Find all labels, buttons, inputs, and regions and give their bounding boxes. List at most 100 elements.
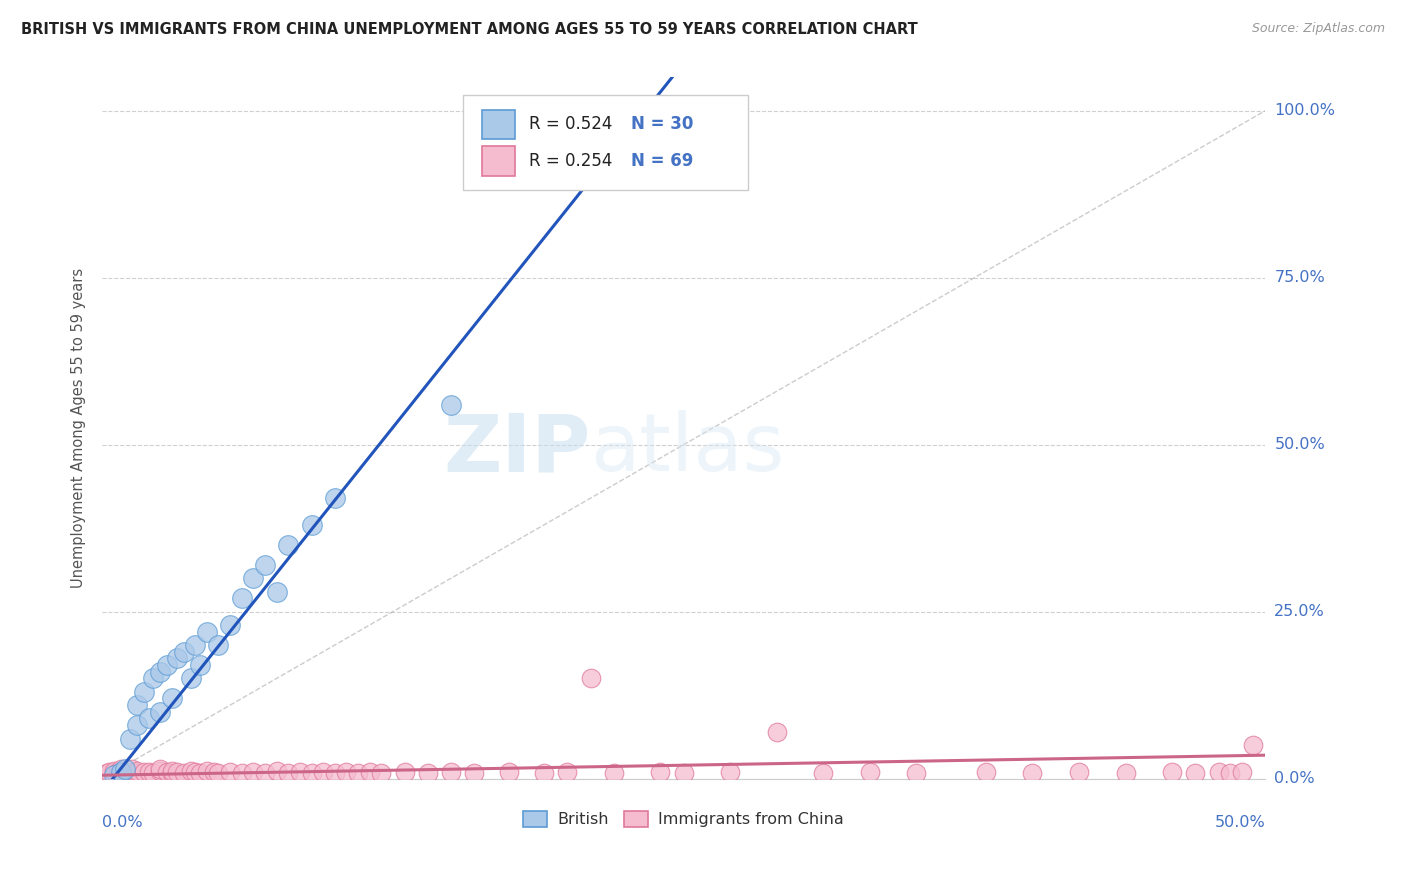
Text: N = 69: N = 69 (631, 152, 693, 169)
Point (440, 764, 463, 779)
Point (1208, 764, 1230, 779)
Point (1161, 764, 1184, 779)
Text: 0.0%: 0.0% (103, 815, 143, 830)
FancyBboxPatch shape (482, 146, 515, 176)
Point (498, 764, 520, 779)
Point (138, 711, 160, 725)
Point (394, 764, 416, 779)
Point (533, 766, 555, 780)
Point (1021, 766, 1043, 780)
Point (1241, 738, 1264, 752)
Point (195, 764, 218, 778)
Point (288, 764, 311, 779)
Point (110, 762, 132, 776)
Point (603, 766, 626, 780)
Text: 75.0%: 75.0% (1274, 270, 1324, 285)
Point (184, 638, 207, 652)
Point (765, 724, 787, 739)
Point (301, 517, 323, 532)
Point (1219, 766, 1241, 780)
Point (253, 766, 276, 780)
Text: N = 30: N = 30 (631, 115, 693, 134)
Point (718, 764, 741, 779)
Point (323, 491, 346, 505)
Point (132, 685, 155, 699)
Point (103, 768, 125, 782)
Text: 50.0%: 50.0% (1274, 437, 1324, 452)
Point (110, 764, 132, 779)
Text: atlas: atlas (591, 410, 785, 488)
Point (1067, 764, 1090, 779)
Text: R = 0.254: R = 0.254 (529, 152, 613, 169)
Point (180, 764, 202, 778)
Point (266, 764, 288, 778)
Point (974, 764, 997, 779)
Point (188, 658, 211, 673)
Text: ZIP: ZIP (443, 410, 591, 488)
Point (603, 124, 626, 138)
Text: 100.0%: 100.0% (1274, 103, 1336, 119)
Point (188, 766, 211, 780)
Point (219, 764, 242, 779)
Point (231, 591, 253, 606)
Point (242, 571, 264, 585)
Point (121, 762, 143, 776)
Point (173, 645, 195, 659)
Point (149, 762, 172, 776)
Point (301, 766, 323, 780)
Point (160, 764, 183, 778)
Text: Source: ZipAtlas.com: Source: ZipAtlas.com (1251, 22, 1385, 36)
Point (127, 698, 149, 712)
Point (114, 766, 136, 780)
Point (132, 764, 155, 779)
Point (277, 766, 299, 780)
Point (142, 672, 165, 686)
Point (98, 764, 121, 779)
Point (579, 672, 602, 686)
Point (142, 766, 165, 780)
Point (184, 764, 207, 779)
Point (207, 638, 229, 652)
Point (253, 558, 276, 572)
Point (266, 584, 288, 599)
Point (160, 766, 183, 780)
Point (156, 764, 179, 779)
Point (440, 398, 463, 412)
Point (180, 672, 202, 686)
Point (96, 766, 118, 780)
Point (103, 764, 125, 778)
Point (160, 691, 183, 706)
Point (91, 768, 114, 782)
Text: R = 0.524: R = 0.524 (529, 115, 613, 134)
Text: BRITISH VS IMMIGRANTS FROM CHINA UNEMPLOYMENT AMONG AGES 55 TO 59 YEARS CORRELAT: BRITISH VS IMMIGRANTS FROM CHINA UNEMPLO… (21, 22, 918, 37)
Text: 0.0%: 0.0% (1274, 771, 1315, 786)
Point (207, 766, 229, 780)
FancyBboxPatch shape (482, 110, 515, 139)
Point (107, 764, 129, 779)
Point (120, 731, 142, 746)
Point (156, 658, 179, 673)
Point (672, 766, 695, 780)
Point (859, 764, 882, 779)
Point (370, 766, 392, 780)
Point (905, 766, 928, 780)
Point (103, 766, 125, 780)
Point (463, 766, 485, 780)
Text: 25.0%: 25.0% (1274, 604, 1324, 619)
Point (114, 762, 136, 776)
Point (811, 766, 834, 780)
Point (195, 624, 218, 639)
Point (359, 764, 381, 779)
Point (120, 764, 142, 779)
Point (347, 766, 370, 780)
Point (323, 766, 346, 780)
Point (1230, 764, 1253, 779)
Point (127, 766, 149, 780)
Point (650, 764, 672, 779)
Point (173, 766, 195, 780)
Point (202, 764, 225, 779)
Point (231, 766, 253, 780)
Point (149, 764, 172, 778)
Point (312, 764, 335, 779)
Point (114, 764, 136, 778)
